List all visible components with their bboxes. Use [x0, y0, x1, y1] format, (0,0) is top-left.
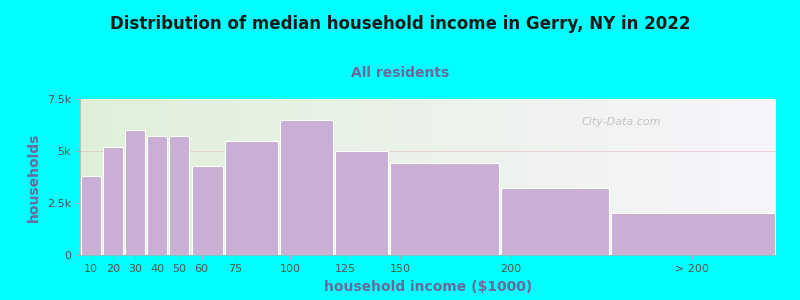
Bar [280, 120, 333, 255]
Text: Distribution of median household income in Gerry, NY in 2022: Distribution of median household income … [110, 15, 690, 33]
Bar [335, 151, 388, 255]
Bar [147, 136, 167, 255]
Bar [126, 130, 145, 255]
Bar [81, 176, 101, 255]
Bar [390, 164, 498, 255]
Bar [611, 213, 775, 255]
Text: All residents: All residents [351, 66, 449, 80]
Bar [501, 188, 609, 255]
Bar [170, 136, 190, 255]
Bar [225, 141, 278, 255]
Text: City-Data.com: City-Data.com [581, 117, 661, 128]
Bar [103, 147, 123, 255]
X-axis label: household income ($1000): household income ($1000) [324, 280, 532, 294]
Bar [191, 166, 222, 255]
Y-axis label: households: households [27, 132, 41, 222]
